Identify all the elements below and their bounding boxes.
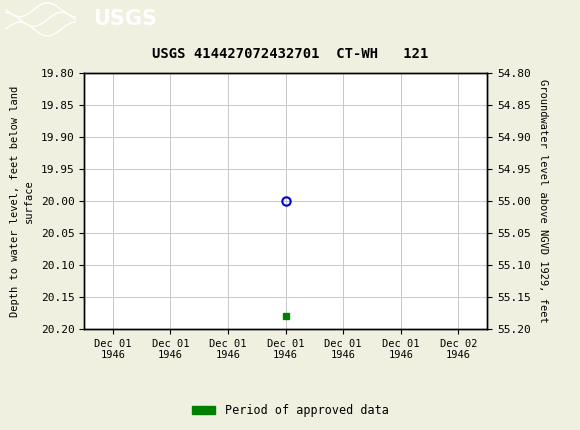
Y-axis label: Depth to water level, feet below land
surface: Depth to water level, feet below land su… [10, 86, 34, 316]
Text: USGS: USGS [93, 9, 157, 29]
Y-axis label: Groundwater level above NGVD 1929, feet: Groundwater level above NGVD 1929, feet [538, 79, 548, 323]
Text: USGS 414427072432701  CT-WH   121: USGS 414427072432701 CT-WH 121 [152, 47, 428, 61]
Legend: Period of approved data: Period of approved data [187, 399, 393, 422]
